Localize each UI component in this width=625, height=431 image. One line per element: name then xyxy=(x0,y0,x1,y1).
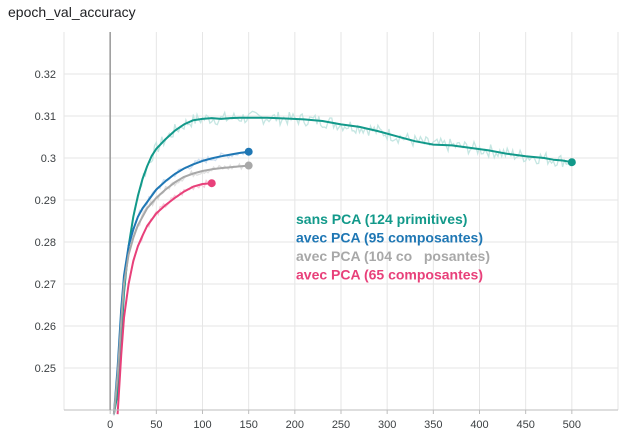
y-tick-label: 0.28 xyxy=(35,237,56,249)
axes: 0 50 100 150 200 250 300 350 400 450 500 0.25 0.26 0.… xyxy=(35,32,618,431)
raw-series-line xyxy=(113,110,573,415)
y-tick-label: 0.27 xyxy=(35,279,56,291)
y-tick-label: 0.31 xyxy=(35,111,56,123)
y-tick-label: 0.26 xyxy=(35,321,56,333)
y-tick-label: 0.25 xyxy=(35,363,56,375)
x-tick-label: 450 xyxy=(516,419,534,431)
raw-series-line xyxy=(113,162,250,416)
x-tick-label: 100 xyxy=(193,419,211,431)
legend-entry: sans PCA (124 primitives) xyxy=(296,211,467,227)
legend: sans PCA (124 primitives) avec PCA (95 co… xyxy=(296,211,490,283)
series-endpoint-marker[interactable] xyxy=(244,147,253,156)
series-line xyxy=(112,150,249,415)
series-line xyxy=(112,116,572,415)
smoothed-series-layer xyxy=(112,116,576,415)
series-line xyxy=(116,182,212,415)
x-tick-label: 50 xyxy=(150,419,162,431)
x-tick-label: 0 xyxy=(107,419,113,431)
legend-entry: avec PCA (65 composantes) xyxy=(296,267,483,283)
series-endpoint-marker[interactable] xyxy=(207,179,216,188)
x-tick-label: 350 xyxy=(424,419,442,431)
series-line xyxy=(112,164,249,415)
raw-series-line xyxy=(113,150,249,415)
raw-series-line xyxy=(116,179,212,414)
x-tick-label: 150 xyxy=(239,419,257,431)
x-tick-label: 500 xyxy=(563,419,581,431)
grid xyxy=(63,32,619,410)
legend-entry: avec PCA (95 composantes) xyxy=(296,230,483,246)
x-tick-label: 400 xyxy=(470,419,488,431)
y-tick-label: 0.29 xyxy=(35,195,56,207)
series-endpoint-marker[interactable] xyxy=(567,158,576,167)
x-tick-label: 200 xyxy=(286,419,304,431)
x-tick-label: 300 xyxy=(378,419,396,431)
y-tick-label: 0.32 xyxy=(35,69,56,81)
chart-title: epoch_val_accuracy xyxy=(8,4,136,20)
legend-entry: avec PCA (104 co posantes) xyxy=(296,248,490,264)
x-tick-label: 250 xyxy=(332,419,350,431)
y-tick-label: 0.3 xyxy=(41,153,56,165)
series-endpoint-marker[interactable] xyxy=(244,161,253,170)
